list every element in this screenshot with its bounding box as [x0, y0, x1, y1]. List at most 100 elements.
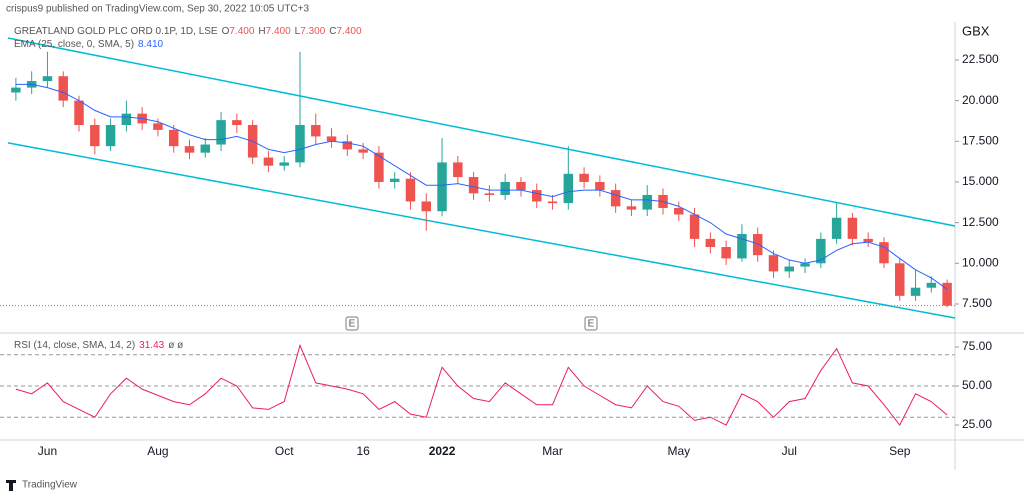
- legend-key: O: [222, 26, 230, 37]
- candle-body: [437, 162, 447, 212]
- candle-body: [642, 194, 652, 210]
- legend-value: 7.400: [337, 26, 362, 37]
- x-tick-label: Jun: [38, 444, 57, 458]
- candle-body: [800, 263, 810, 267]
- channel-line: [7, 142, 956, 319]
- x-tick-label: Oct: [275, 444, 294, 458]
- candle-body: [831, 217, 842, 239]
- candle-body: [942, 282, 952, 306]
- ema-line: [15, 83, 948, 290]
- candle-body: [279, 162, 289, 166]
- candle-body: [626, 206, 637, 210]
- x-tick-label: 16: [356, 444, 370, 458]
- candle-body: [847, 217, 858, 239]
- candle-body: [595, 181, 605, 191]
- x-tick-label: Aug: [147, 444, 168, 458]
- candle-body: [532, 190, 542, 202]
- x-tick-label: Jul: [782, 444, 797, 458]
- candle-body: [926, 282, 937, 288]
- candle-body: [453, 162, 463, 178]
- legend-key: C: [329, 26, 336, 37]
- candle-body: [232, 120, 242, 126]
- candle-body: [563, 173, 574, 204]
- event-marker: E: [349, 319, 356, 330]
- candle-body: [200, 144, 211, 153]
- candle-body: [184, 146, 195, 153]
- candle-body: [389, 178, 400, 182]
- legend: RSI (14, close, SMA, 14, 2) 31.43 ø ø: [14, 340, 183, 351]
- candle-body: [326, 136, 337, 142]
- legend: EMA (25, close, 0, SMA, 5) 8.410: [14, 39, 164, 50]
- channel-line: [7, 37, 956, 227]
- y-tick-label: 15.000: [962, 174, 999, 188]
- y-tick-label: 12.500: [962, 215, 999, 229]
- candle-body: [879, 242, 889, 264]
- legend-value: 7.400: [229, 26, 254, 37]
- candle-body: [358, 149, 368, 153]
- candle-body: [895, 263, 905, 296]
- y-tick-label: 10.000: [962, 255, 999, 269]
- candle-body: [752, 234, 763, 256]
- legend-value: 8.410: [138, 39, 163, 50]
- footer: TradingView: [22, 480, 78, 491]
- candle-body: [58, 76, 68, 101]
- event-marker: E: [588, 319, 595, 330]
- candle-body: [421, 201, 431, 212]
- y-tick-label: 17.500: [962, 133, 999, 147]
- candle-body: [863, 238, 873, 243]
- candle-body: [705, 238, 716, 248]
- x-tick-label: May: [667, 444, 690, 458]
- candle-body: [721, 247, 731, 259]
- legend: GREATLAND GOLD PLC ORD 0.1P, 1D, LSE O7.4…: [14, 26, 362, 37]
- candle-body: [374, 152, 384, 182]
- candle-body: [405, 178, 416, 202]
- candle-body: [153, 123, 163, 130]
- candle-body: [311, 125, 321, 137]
- candle-body: [689, 214, 700, 239]
- x-tick-label: Mar: [542, 444, 563, 458]
- candle-body: [674, 207, 684, 215]
- rsi-line: [15, 343, 948, 426]
- y-axis-label: GBX: [962, 23, 990, 38]
- candle-body: [737, 234, 747, 259]
- candle-body: [295, 125, 305, 163]
- legend-value: 7.400: [266, 26, 291, 37]
- candle-body: [784, 266, 795, 272]
- candle-body: [579, 173, 589, 182]
- event-box: [345, 316, 359, 331]
- y-tick-label: 20.000: [962, 93, 999, 107]
- candle-body: [263, 157, 274, 166]
- candle-body: [547, 201, 558, 204]
- y-tick-label: 25.00: [962, 417, 992, 431]
- x-tick-label: Sep: [889, 444, 911, 458]
- candle-body: [74, 100, 84, 126]
- y-tick-label: 50.00: [962, 378, 992, 392]
- legend-value: 31.43: [139, 340, 164, 351]
- candle-body: [216, 120, 226, 145]
- y-tick-label: 22.500: [962, 52, 999, 66]
- candle-body: [168, 129, 179, 147]
- candle-body: [468, 177, 479, 194]
- candle-body: [42, 76, 53, 82]
- y-tick-label: 7.500: [962, 296, 992, 310]
- legend-key: H: [258, 26, 265, 37]
- candle-body: [342, 141, 353, 150]
- candle-body: [90, 125, 100, 147]
- candle-body: [516, 181, 526, 191]
- candle-body: [11, 87, 21, 93]
- legend-name: EMA (25, close, 0, SMA, 5): [14, 39, 134, 50]
- candle-body: [910, 287, 921, 296]
- legend-value: 7.300: [300, 26, 325, 37]
- candle-body: [610, 190, 621, 207]
- candle-body: [500, 181, 510, 195]
- publisher: crispus9 published on TradingView.com, S…: [6, 4, 310, 15]
- y-tick-label: 75.00: [962, 339, 992, 353]
- legend-extra: ø ø: [168, 340, 183, 351]
- x-tick-label: 2022: [429, 444, 456, 458]
- event-box: [584, 316, 598, 331]
- candle-body: [768, 255, 779, 272]
- candle-body: [105, 125, 116, 147]
